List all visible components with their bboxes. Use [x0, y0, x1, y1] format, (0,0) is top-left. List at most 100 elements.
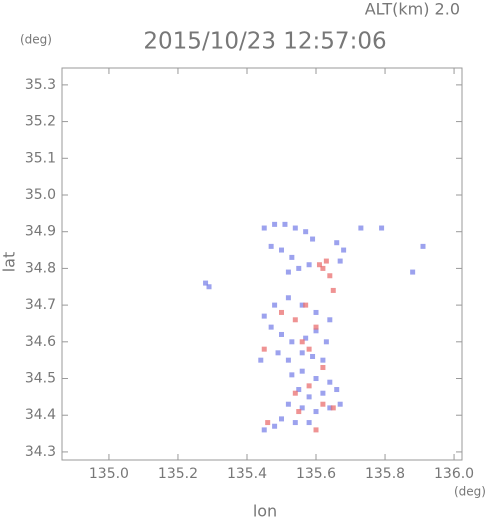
echo-point [323, 339, 329, 345]
y-tick-label: 34.5 [25, 371, 56, 387]
y-tick-label: 35.3 [25, 77, 56, 93]
echo-point [306, 262, 312, 268]
echo-point [299, 350, 305, 356]
echo-point [285, 269, 291, 275]
echo-point [330, 405, 336, 411]
echo-point [299, 405, 305, 411]
x-tick-label: 135.8 [365, 466, 405, 482]
echo-point [313, 324, 319, 330]
y-tick-label: 35.0 [25, 187, 56, 203]
echo-point [327, 405, 333, 411]
echo-point [334, 387, 340, 393]
echo-point [330, 287, 336, 293]
y-tick-label: 35.1 [25, 150, 56, 166]
echo-point [261, 346, 267, 352]
echo-point [303, 335, 309, 341]
echo-point [285, 401, 291, 407]
echo-point [323, 258, 329, 264]
echo-point [341, 247, 347, 253]
echo-point [206, 284, 212, 290]
x-tick-label: 135.0 [89, 466, 129, 482]
y-tick-label: 34.6 [25, 334, 56, 350]
echo-point [275, 350, 281, 356]
echo-point [278, 416, 284, 422]
echo-point [334, 240, 340, 246]
echo-point [320, 357, 326, 363]
echo-point [313, 409, 319, 415]
echo-point [327, 379, 333, 385]
chart-title: 2015/10/23 12:57:06 [143, 29, 386, 55]
echo-point [337, 401, 343, 407]
echo-point [272, 302, 278, 308]
echo-point [296, 409, 302, 415]
echo-point [272, 423, 278, 429]
echo-point [203, 280, 209, 286]
echo-point [379, 225, 385, 231]
echo-point [299, 302, 305, 308]
echo-point [420, 243, 426, 249]
x-tick-label: 135.6 [296, 466, 336, 482]
echo-point [278, 331, 284, 337]
y-tick-label: 34.8 [25, 260, 56, 276]
x-tick-label: 136.0 [434, 466, 474, 482]
echo-point [268, 243, 274, 249]
echo-point [299, 368, 305, 374]
echo-point [292, 390, 298, 396]
echo-point [313, 376, 319, 382]
y-tick-label: 34.3 [25, 444, 56, 460]
echo-point [289, 372, 295, 378]
echo-point [278, 309, 284, 315]
echo-point [289, 339, 295, 345]
echo-point [310, 353, 316, 359]
echo-point [292, 317, 298, 323]
echo-point [313, 328, 319, 334]
echo-point [292, 225, 298, 231]
echo-point [282, 221, 288, 227]
plot-frame [61, 67, 463, 461]
chart-subtitle: ALT(km) 2.0 [365, 0, 460, 19]
echo-point [278, 247, 284, 253]
echo-point [316, 262, 322, 268]
echo-point [261, 225, 267, 231]
echo-point [313, 309, 319, 315]
echo-point [320, 390, 326, 396]
echo-point [285, 357, 291, 363]
echo-point [303, 302, 309, 308]
echo-point [299, 339, 305, 345]
echo-point [306, 346, 312, 352]
echo-point [337, 258, 343, 264]
echo-point [258, 357, 264, 363]
echo-point [296, 265, 302, 271]
echo-point [261, 313, 267, 319]
echo-point [265, 420, 271, 426]
echo-point [292, 420, 298, 426]
echo-point [268, 324, 274, 330]
y-axis-label: lat [0, 252, 19, 273]
y-unit: (deg) [20, 33, 52, 47]
echo-point [306, 383, 312, 389]
echo-point [306, 420, 312, 426]
echo-point [320, 365, 326, 371]
x-tick-label: 135.2 [158, 466, 198, 482]
echo-point [303, 229, 309, 235]
x-axis-label: lon [253, 502, 277, 521]
echo-point [410, 269, 416, 275]
echo-point [313, 427, 319, 433]
echo-point [296, 387, 302, 393]
x-tick-label: 135.4 [227, 466, 267, 482]
y-tick-label: 34.4 [25, 407, 56, 423]
y-tick-label: 34.7 [25, 297, 56, 313]
echo-point [289, 254, 295, 260]
echo-point [320, 401, 326, 407]
echo-point [327, 273, 333, 279]
echo-point [310, 236, 316, 242]
echo-point [272, 221, 278, 227]
x-unit: (deg) [454, 485, 486, 499]
y-tick-label: 35.2 [25, 114, 56, 130]
echo-point [320, 265, 326, 271]
echo-point [285, 295, 291, 301]
echo-point [358, 225, 364, 231]
y-tick-label: 34.9 [25, 224, 56, 240]
echo-point [327, 317, 333, 323]
